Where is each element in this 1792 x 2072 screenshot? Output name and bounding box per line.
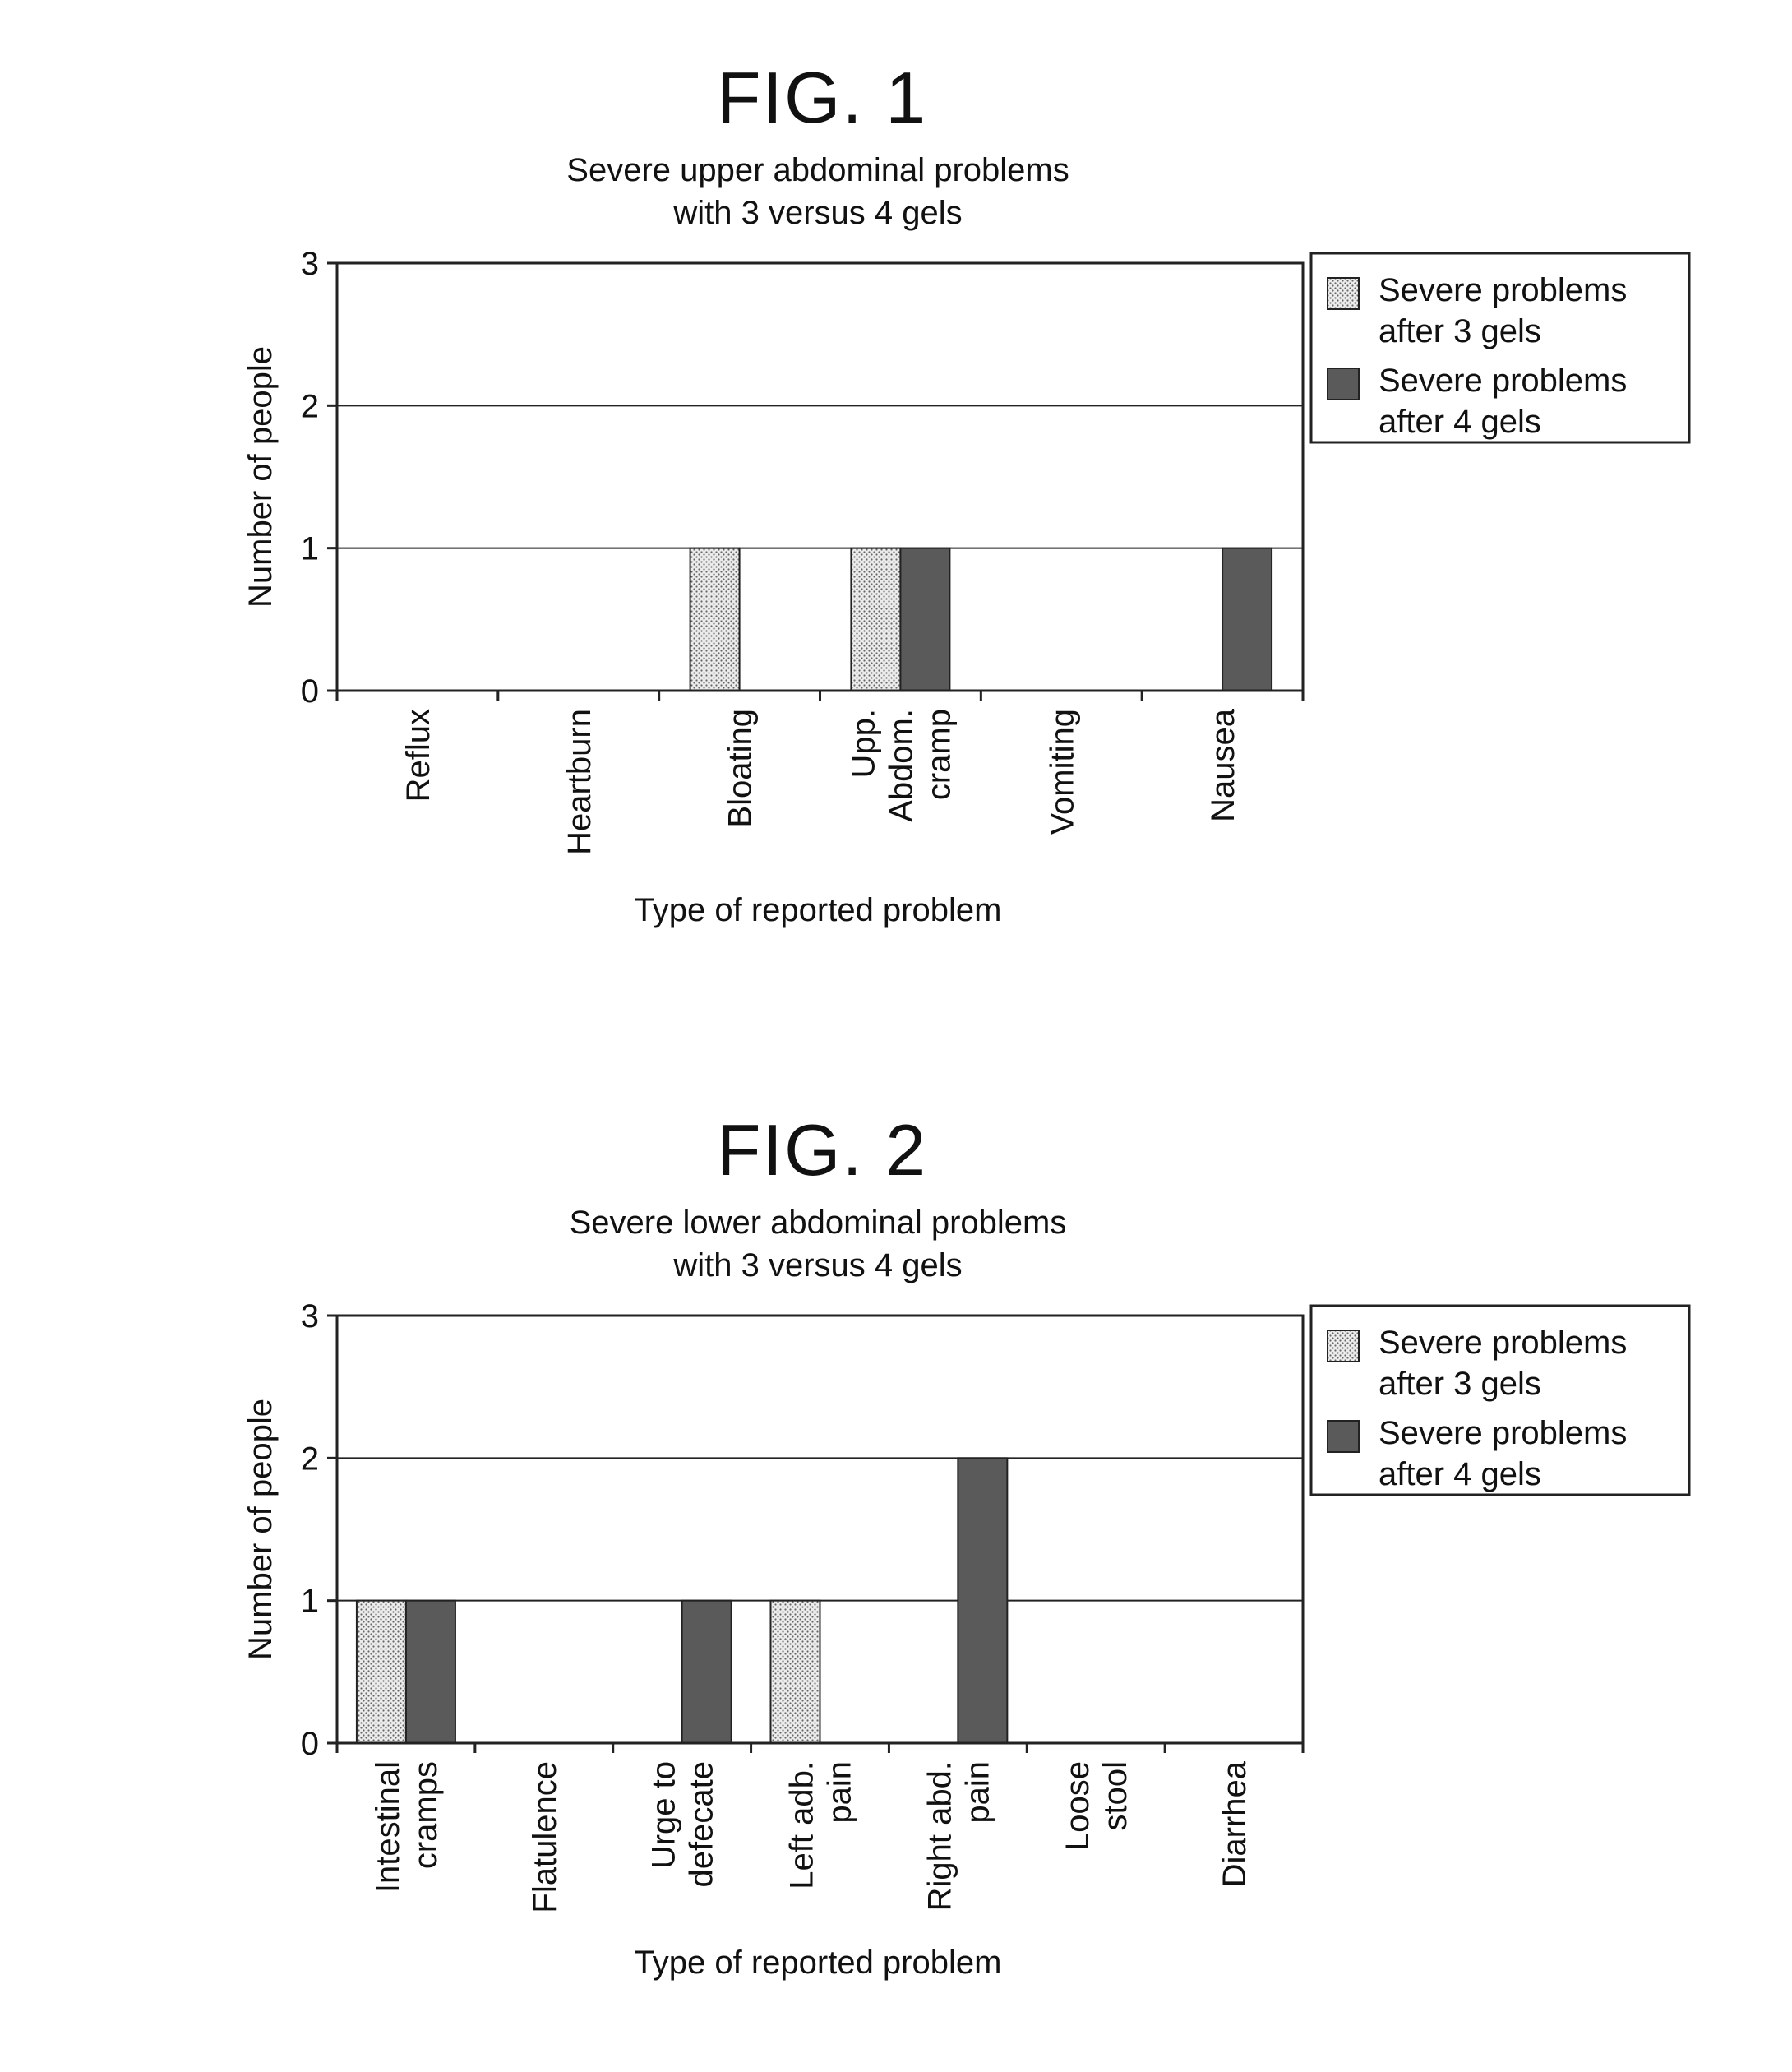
category-label-line: Bloating — [723, 709, 759, 828]
figure-2-chart: Severe lower abdominal problems with 3 ve… — [0, 1209, 1792, 2031]
legend-label-line: Severe problems — [1379, 1325, 1627, 1361]
category-label-line: Right abd. — [921, 1761, 958, 1911]
figure-2-label: FIG. 2 — [0, 1108, 1644, 1192]
category-label: Vomiting — [1044, 709, 1080, 835]
category-label: Bloating — [723, 709, 759, 828]
category-label: Right abd.pain — [921, 1761, 995, 1911]
legend-swatch — [1328, 278, 1359, 309]
category-label: Heartburn — [561, 709, 598, 855]
y-tick-label: 3 — [301, 246, 319, 282]
category-label-line: Nausea — [1205, 708, 1241, 822]
bar — [851, 548, 900, 691]
category-label-line: Urge to — [646, 1761, 682, 1869]
bar — [357, 1601, 406, 1743]
chart-title-line: with 3 versus 4 gels — [672, 1247, 962, 1283]
plot-frame — [337, 263, 1303, 691]
category-label-line: Abdom. — [883, 709, 919, 822]
category-label-line: Loose — [1060, 1761, 1096, 1851]
category-label-line: defecate — [684, 1761, 720, 1887]
category-label: Left adb.pain — [784, 1761, 858, 1889]
bar — [900, 548, 949, 691]
category-label-line: Flatulence — [527, 1761, 563, 1913]
category-label-line: pain — [822, 1761, 858, 1824]
figure-1-label: FIG. 1 — [0, 56, 1644, 140]
category-label-line: Heartburn — [561, 709, 598, 855]
legend-label-line: after 3 gels — [1379, 313, 1541, 349]
y-tick-label: 0 — [301, 673, 319, 710]
legend-label-line: after 4 gels — [1379, 404, 1541, 440]
category-label: Nausea — [1205, 708, 1241, 822]
y-axis-label: Number of people — [242, 346, 279, 608]
chart-title-line: Severe upper abdominal problems — [566, 156, 1069, 188]
chart-title-line: Severe lower abdominal problems — [570, 1209, 1067, 1241]
category-label-line: Reflux — [400, 709, 436, 802]
legend-swatch — [1328, 1421, 1359, 1452]
y-tick-label: 1 — [301, 531, 319, 567]
category-label: Loosestool — [1060, 1761, 1134, 1851]
legend-label-line: Severe problems — [1379, 272, 1627, 308]
category-label-line: pain — [959, 1761, 995, 1824]
category-label-line: cramp — [921, 709, 957, 800]
category-label-line: Vomiting — [1044, 709, 1080, 835]
y-tick-label: 0 — [301, 1726, 319, 1762]
category-label-line: Upp. — [845, 709, 881, 779]
category-label: Flatulence — [527, 1761, 563, 1913]
category-label: Diarrhea — [1217, 1760, 1253, 1887]
y-axis-label: Number of people — [242, 1399, 279, 1660]
legend-swatch — [1328, 1330, 1359, 1362]
legend-label-line: Severe problems — [1379, 1415, 1627, 1451]
legend-label-line: after 4 gels — [1379, 1456, 1541, 1492]
category-label: Intestinalcramps — [370, 1761, 444, 1893]
category-label-line: Left adb. — [784, 1761, 820, 1889]
category-label: Upp.Abdom.cramp — [845, 709, 957, 822]
bar — [958, 1458, 1007, 1743]
y-tick-label: 2 — [301, 388, 319, 424]
category-label: Urge todefecate — [646, 1761, 720, 1887]
bar — [690, 548, 740, 691]
legend-label-line: after 3 gels — [1379, 1366, 1541, 1402]
category-label: Reflux — [400, 709, 436, 802]
category-label-line: cramps — [408, 1761, 444, 1869]
legend-swatch — [1328, 368, 1359, 400]
bar — [771, 1601, 820, 1743]
bar — [406, 1601, 455, 1743]
x-axis-label: Type of reported problem — [635, 892, 1002, 928]
bar — [1222, 548, 1272, 691]
x-axis-label: Type of reported problem — [635, 1945, 1002, 1981]
category-label-line: Diarrhea — [1217, 1760, 1253, 1887]
category-label-line: Intestinal — [370, 1761, 406, 1893]
figure-1-chart: Severe upper abdominal problems with 3 ve… — [0, 156, 1792, 978]
chart-title-line: with 3 versus 4 gels — [672, 195, 962, 231]
y-tick-label: 2 — [301, 1441, 319, 1477]
y-tick-label: 1 — [301, 1584, 319, 1620]
bar — [682, 1601, 732, 1743]
category-label-line: stool — [1097, 1761, 1134, 1831]
y-tick-label: 3 — [301, 1298, 319, 1334]
legend-label-line: Severe problems — [1379, 363, 1627, 399]
